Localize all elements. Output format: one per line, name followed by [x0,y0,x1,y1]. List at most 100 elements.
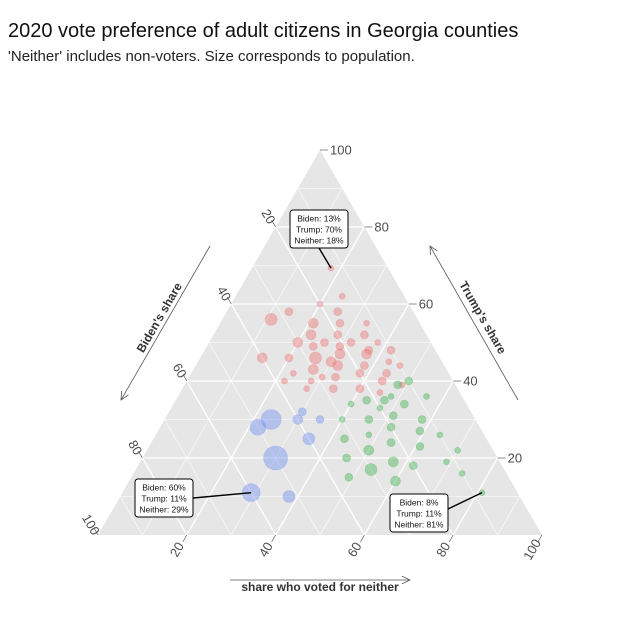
callout-text: Neither: 81% [394,519,444,529]
callout-leader [447,492,483,510]
tick-mark-neither [271,534,276,543]
data-point-trump [307,377,315,385]
tick-label-biden: 80 [125,437,145,457]
grid-line-biden [208,342,321,536]
tick-mark-neither [537,534,543,543]
data-point-neither [362,395,371,405]
data-point-trump [398,381,406,389]
data-point-neither [376,404,384,412]
data-point-trump [377,376,387,386]
neither-axis-title: share who voted for neither [241,580,399,594]
data-point-trump [361,348,372,360]
data-point-trump [335,318,345,328]
tick-mark-biden [93,527,99,536]
data-point-trump [334,348,346,360]
tick-label-neither: 80 [433,539,453,559]
data-point-trump [281,377,288,385]
data-point-trump [338,292,346,300]
callout-box [389,493,449,533]
data-point-trump [385,358,393,366]
data-point-neither [393,380,403,390]
data-point-trump [360,330,369,340]
data-point-neither [340,434,349,444]
data-point-neither [387,456,399,468]
callouts: Biden: 13%Trump: 70%Neither: 18% Biden: 6… [134,209,483,533]
data-point-neither [363,444,375,456]
data-point-biden [297,407,307,417]
grid-line-biden [164,419,232,536]
grid-line-biden [253,265,410,536]
grid-line-biden [186,380,277,536]
data-point-biden [302,432,316,446]
data-point-neither [364,415,374,424]
data-point-trump [333,330,343,340]
tick-label-biden: 60 [170,360,190,380]
data-points [241,264,486,503]
data-point-trump [355,368,365,378]
data-point-neither [417,415,427,424]
callout-box [134,478,194,518]
data-point-trump [308,364,319,375]
data-point-trump [290,369,297,377]
trump-axis-arrow [429,245,519,401]
data-point-neither [338,416,346,423]
data-point-trump [346,338,356,347]
tick-label-neither: 40 [256,539,276,559]
tick-label-biden: 40 [214,283,234,303]
data-point-neither [443,458,450,466]
tick-label-trump: 80 [374,219,388,234]
grid-line-neither [230,265,387,536]
callout-text: Neither: 29% [139,504,189,514]
data-point-neither [458,470,466,477]
chart-subtitle: 'Neither' includes non-voters. Size corr… [8,48,415,65]
tick-mark-neither [182,534,188,543]
data-point-trump [303,385,310,393]
data-point-trump [382,368,391,378]
callout-leader [192,491,252,499]
data-point-trump [332,360,344,371]
data-point-biden [263,445,288,471]
data-point-neither [436,431,444,439]
grid-line-neither [497,496,521,536]
tick-mark-biden [226,296,232,305]
neither-axis-arrow-head [401,575,411,585]
trump-axis-arrow-head [429,245,438,256]
tick-label-neither: 20 [167,539,187,559]
data-point-neither [380,395,389,405]
grid-line-neither [363,380,454,536]
data-point-trump [360,361,369,370]
data-point-biden [249,418,267,436]
data-point-trump [320,338,329,347]
data-point-biden [292,414,304,425]
grid-line-neither [319,342,432,536]
data-point-neither [415,442,425,451]
data-point-neither [364,463,378,476]
data-point-neither [388,411,398,420]
callout-box [289,209,349,249]
data-point-neither [387,393,395,400]
data-point-neither [454,446,461,454]
biden-axis-arrow [120,245,211,401]
data-point-neither [415,426,425,436]
tick-mark-biden [182,373,188,382]
callout-leader [318,247,332,269]
callout-text: Trump: 11% [141,493,187,503]
data-point-trump [284,353,294,363]
data-point-trump [256,352,268,364]
data-point-neither [400,399,409,409]
data-point-biden [315,415,325,424]
data-point-neither [386,438,396,447]
callout-text: Biden: 8% [400,497,439,507]
trump-axis-title: Trump's share [456,279,509,357]
data-point-trump [364,345,374,355]
data-point-neither [386,422,396,432]
data-point-trump [376,389,384,396]
tick-label-neither: 100 [520,536,544,562]
tick-mark-biden [138,450,143,459]
biden-axis-arrow-head [120,390,129,401]
chart-title: 2020 vote preference of adult citizens i… [8,20,519,42]
biden-axis-title: Biden's share [134,280,185,355]
data-point-trump [318,373,326,381]
tick-mark-neither [448,534,454,543]
